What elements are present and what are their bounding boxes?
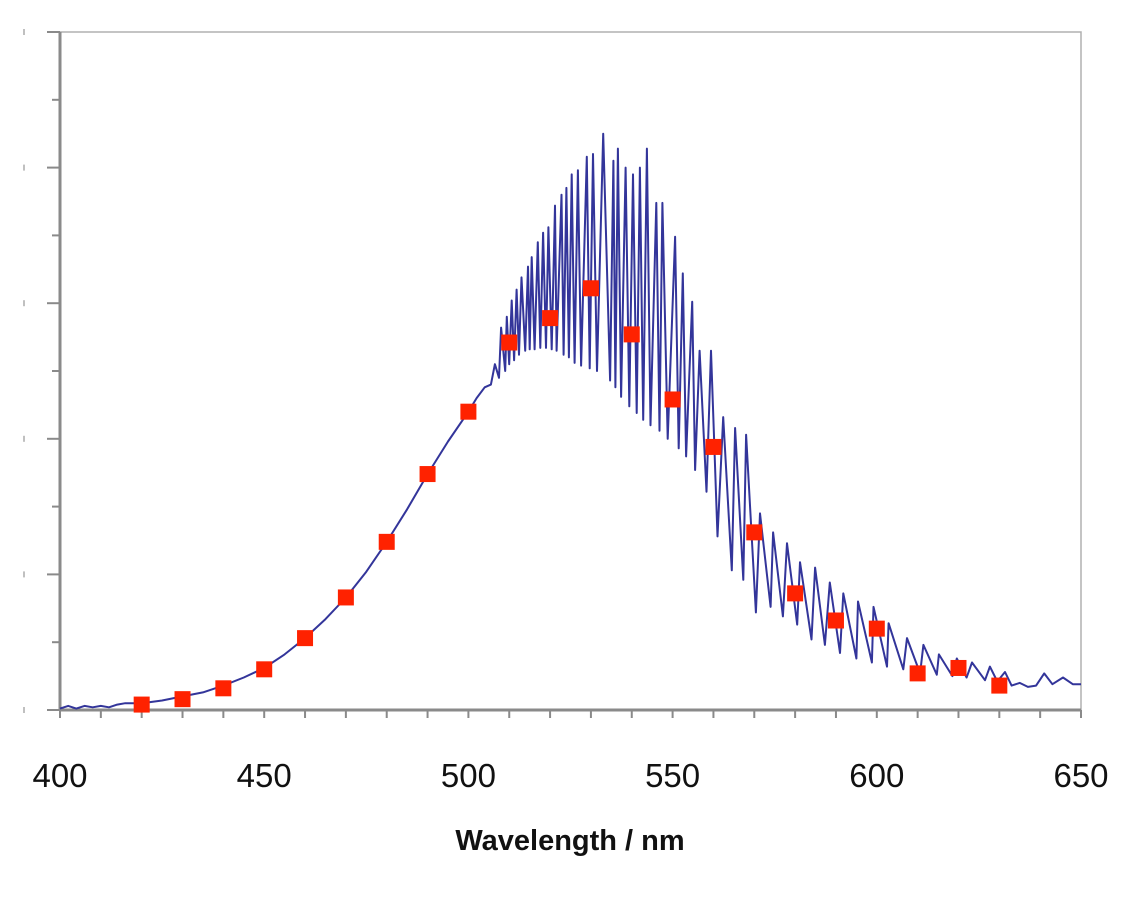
data-point-square <box>787 585 804 602</box>
spectrum-line <box>59 132 1081 710</box>
data-point-square <box>542 310 559 327</box>
data-point-square <box>991 677 1008 694</box>
data-point-square <box>174 691 191 708</box>
data-point-square <box>297 630 314 647</box>
data-point-square <box>582 280 599 297</box>
data-point-square <box>378 533 395 550</box>
data-point-square <box>664 391 681 408</box>
data-point-square <box>460 403 477 420</box>
data-point-square <box>827 612 844 629</box>
x-axis-ticks <box>59 710 1082 718</box>
data-point-square <box>746 524 763 541</box>
x-tick-label: 500 <box>441 757 496 794</box>
data-point-square <box>419 466 436 483</box>
data-point-square <box>623 326 640 343</box>
data-point-square <box>868 620 885 637</box>
plot-frame <box>58 31 1082 712</box>
y-axis-ticks <box>23 29 60 713</box>
x-tick-label: 650 <box>1053 757 1108 794</box>
x-tick-label: 400 <box>32 757 87 794</box>
data-point-square <box>705 438 722 455</box>
data-point-square <box>215 680 232 697</box>
data-point-square <box>256 661 273 678</box>
data-point-square <box>501 334 518 351</box>
data-point-square <box>909 665 926 682</box>
x-axis-title: Wavelength / nm <box>455 825 684 857</box>
plot-border <box>59 31 1082 711</box>
data-point-square <box>337 589 354 606</box>
plot-area <box>59 132 1081 713</box>
x-axis-tick-labels: 400 450 500 550 600 650 <box>32 757 1108 794</box>
data-point-square <box>950 659 967 676</box>
data-point-square <box>133 696 150 713</box>
x-tick-label: 600 <box>849 757 904 794</box>
x-tick-label: 450 <box>237 757 292 794</box>
x-tick-label: 550 <box>645 757 700 794</box>
